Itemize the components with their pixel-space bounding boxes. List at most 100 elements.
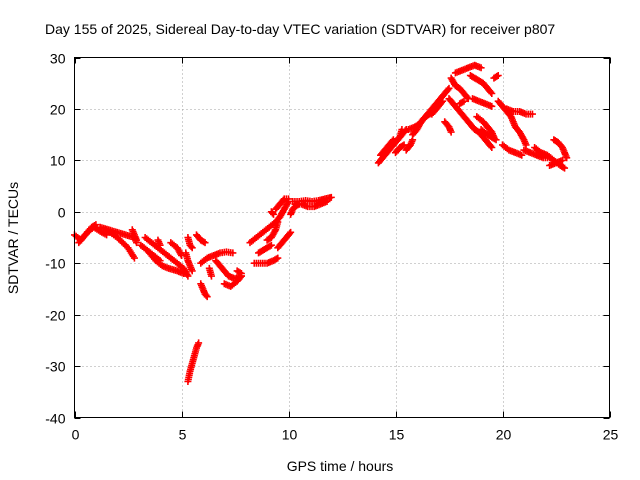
y-axis-label: SDTVAR / TECUs (5, 182, 21, 294)
series-arc-23 (255, 241, 275, 257)
series-arc-44 (466, 72, 496, 97)
data-point (518, 151, 526, 159)
series-arc-13 (184, 339, 203, 385)
data-point (445, 84, 453, 92)
y-tick-label: 20 (50, 102, 66, 118)
data-point (487, 142, 495, 150)
series-arc-34 (392, 141, 408, 157)
series-arc-30 (291, 198, 331, 211)
x-tick-label: 20 (496, 427, 512, 443)
series-arc-54 (546, 156, 566, 169)
series-arc-51 (499, 141, 526, 159)
data-point (201, 239, 209, 247)
data-point (272, 255, 280, 263)
series-arc-50 (503, 105, 536, 118)
series-arc-05 (128, 226, 141, 244)
series-arc-04 (103, 226, 138, 262)
data-point (285, 195, 292, 203)
y-tick-label: 10 (50, 153, 66, 169)
grid (74, 57, 610, 418)
data-point (491, 135, 499, 143)
series-arc-55 (550, 136, 571, 162)
data-point (459, 98, 467, 106)
data-point (237, 270, 245, 277)
series-arc-24 (263, 218, 282, 244)
data-point (180, 270, 188, 277)
data-point (286, 230, 294, 238)
data-point (463, 93, 471, 101)
data-point (493, 72, 501, 80)
series-arc-02 (75, 221, 100, 247)
data-point (266, 242, 274, 250)
series-arc-38 (428, 102, 442, 118)
data-point (268, 209, 276, 217)
series-arc-45 (469, 95, 496, 110)
data-point (400, 141, 408, 149)
y-tick-label: -20 (45, 308, 65, 324)
data-point (236, 269, 244, 277)
y-tick-label: 30 (50, 51, 66, 67)
series-arc-26 (272, 195, 292, 213)
series-arc-08 (145, 249, 188, 277)
data-point (90, 222, 98, 229)
data-point (270, 210, 278, 218)
data-point (460, 97, 468, 105)
series-arc-41 (447, 74, 472, 103)
data-points (71, 61, 571, 385)
data-point (444, 86, 452, 94)
data-point (494, 72, 502, 79)
y-tick-label: -10 (45, 256, 65, 272)
series-arc-14 (192, 231, 209, 247)
series-arc-40 (445, 95, 496, 151)
series-arc-47 (477, 126, 500, 144)
series-arc-37 (409, 97, 447, 139)
x-tick-label: 15 (389, 427, 405, 443)
data-point (187, 243, 195, 250)
data-point (274, 254, 282, 262)
y-tick-label: 0 (58, 205, 66, 221)
x-tick-label: 0 (72, 427, 80, 443)
series-arc-35 (402, 136, 417, 154)
data-point (203, 293, 211, 301)
series-arc-48 (490, 72, 502, 82)
series-arc-07 (141, 234, 192, 280)
data-point (327, 193, 335, 201)
data-point (492, 136, 500, 144)
data-point (279, 196, 287, 204)
data-point (130, 254, 138, 262)
series-arc-09 (154, 236, 164, 249)
data-point (559, 163, 567, 171)
data-point (488, 90, 496, 97)
data-point (202, 291, 210, 299)
data-point (229, 249, 237, 257)
data-point (323, 198, 331, 205)
data-point (133, 236, 141, 244)
data-point (92, 221, 100, 229)
series-arc-17 (205, 264, 215, 280)
x-tick-label: 5 (179, 427, 187, 443)
data-point (267, 241, 275, 249)
data-point (274, 218, 282, 226)
series-arc-19 (220, 272, 245, 290)
series-arc-42 (451, 61, 485, 77)
x-tick-label: 25 (603, 427, 619, 443)
data-point (195, 339, 203, 347)
series-arc-27 (274, 228, 295, 252)
data-point (184, 272, 192, 280)
series-arc-15 (197, 248, 237, 267)
y-tick-label: -40 (45, 411, 65, 427)
chart-title: Day 155 of 2025, Sidereal Day-to-day VTE… (45, 21, 555, 37)
data-point (563, 154, 571, 162)
data-point (488, 144, 496, 151)
x-tick-label: 10 (282, 427, 298, 443)
data-point (488, 102, 496, 110)
data-point (528, 110, 536, 118)
data-point (558, 156, 566, 164)
axis-ticks: 0 5 10 15 20 25 -40 -30 -20 -10 0 10 20 30 (45, 51, 618, 443)
series-arc-12 (184, 234, 196, 252)
data-point (447, 128, 455, 136)
y-tick-label: -30 (45, 359, 65, 375)
data-point (156, 241, 164, 249)
plot-frame (74, 57, 610, 418)
